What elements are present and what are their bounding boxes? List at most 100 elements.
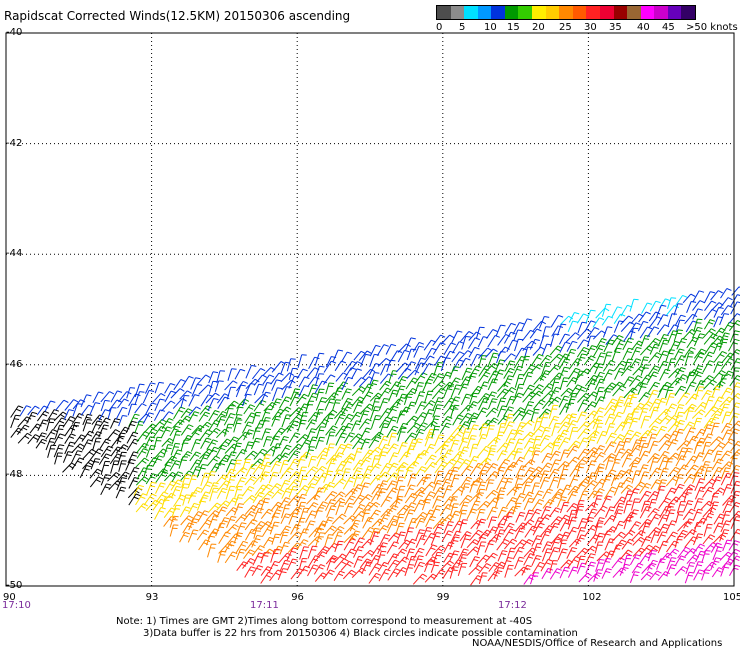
wind-barb xyxy=(503,406,515,417)
wind-barb xyxy=(135,493,148,506)
wind-barb xyxy=(268,560,280,573)
wind-barb xyxy=(667,297,677,309)
wind-barb xyxy=(413,547,425,559)
footnote-line-2: 3)Data buffer is 22 hrs from 20150306 4)… xyxy=(143,627,578,639)
wind-barb xyxy=(414,391,426,405)
wind-barb xyxy=(269,435,281,447)
credit-line: NOAA/NESDIS/Office of Research and Appli… xyxy=(472,638,723,649)
wind-barb xyxy=(252,552,264,566)
wind-barb xyxy=(414,466,427,477)
wind-barb xyxy=(36,410,50,422)
wind-barb xyxy=(602,388,612,400)
wind-barb xyxy=(531,499,545,512)
wind-barb xyxy=(62,416,76,428)
wind-barb xyxy=(657,334,669,347)
wind-barb xyxy=(729,402,740,416)
wind-barb xyxy=(434,434,445,447)
wind-barb xyxy=(710,492,720,506)
wind-barb xyxy=(98,424,109,438)
wind-barb xyxy=(649,570,662,581)
wind-barb xyxy=(116,432,126,445)
wind-barb xyxy=(405,401,417,414)
wind-barb xyxy=(208,410,220,422)
wind-barb xyxy=(565,348,577,361)
wind-barb xyxy=(396,531,406,543)
wind-barb xyxy=(478,393,491,404)
wind-barb xyxy=(235,477,247,489)
wind-barb xyxy=(170,479,183,491)
wind-barb xyxy=(253,473,267,486)
wind-barb xyxy=(233,532,243,544)
wind-barb xyxy=(316,447,330,459)
wind-barb xyxy=(134,420,145,433)
wind-barb xyxy=(206,510,220,521)
wind-barb xyxy=(448,377,461,389)
wind-barb xyxy=(405,377,419,390)
wind-barb xyxy=(164,383,176,394)
wind-barb xyxy=(116,477,127,491)
wind-barb xyxy=(207,398,219,412)
wind-barb xyxy=(261,428,272,441)
wind-barb xyxy=(719,338,729,351)
wind-barb xyxy=(404,466,414,480)
wind-barb xyxy=(712,533,727,544)
wind-barb xyxy=(720,357,735,370)
wind-barb xyxy=(387,568,401,581)
wind-barb xyxy=(531,535,543,547)
wind-barb xyxy=(196,464,208,478)
wind-barb xyxy=(638,392,651,403)
wind-barb xyxy=(539,370,551,381)
wind-barb xyxy=(647,365,660,376)
wind-barb xyxy=(603,486,617,500)
wind-barb xyxy=(601,557,612,570)
wind-barb xyxy=(487,398,498,410)
wind-barb xyxy=(260,471,270,483)
wind-barb xyxy=(603,339,615,353)
wind-barb xyxy=(90,458,101,470)
wind-barb xyxy=(622,337,634,351)
wind-barb xyxy=(135,476,149,486)
wind-barb xyxy=(413,345,424,358)
wind-barb xyxy=(524,509,535,521)
wind-barb xyxy=(567,320,578,333)
wind-barb xyxy=(449,566,459,579)
wind-barb xyxy=(207,427,221,438)
wind-barb xyxy=(180,515,194,526)
wind-barb xyxy=(565,398,576,413)
wind-barb xyxy=(529,338,540,350)
wind-barb xyxy=(125,420,137,434)
wind-barb xyxy=(673,303,683,316)
wind-barb xyxy=(459,494,473,506)
wind-barb xyxy=(234,368,246,380)
wind-barb xyxy=(443,541,455,553)
wind-barb xyxy=(235,431,250,443)
wind-barb xyxy=(135,457,149,468)
wind-barb xyxy=(333,491,346,501)
wind-barb xyxy=(574,480,588,493)
wind-barb xyxy=(514,493,526,505)
wind-barb xyxy=(665,502,676,514)
wind-barb xyxy=(332,478,347,489)
wind-barb xyxy=(577,448,590,459)
wind-barb xyxy=(566,340,578,352)
wind-barb xyxy=(341,457,354,471)
wind-barb xyxy=(531,482,541,494)
wind-barb xyxy=(637,450,650,464)
wind-barb xyxy=(313,465,327,476)
wind-barb xyxy=(272,443,282,457)
wind-barb xyxy=(541,452,553,464)
wind-barb xyxy=(351,484,363,496)
wind-barb xyxy=(693,561,704,574)
wind-barb xyxy=(225,485,236,500)
wind-barb xyxy=(693,569,705,581)
wind-barb xyxy=(251,534,262,548)
wind-barb xyxy=(389,398,404,410)
wind-barb xyxy=(236,380,248,392)
wind-barb xyxy=(412,438,424,450)
wind-barb xyxy=(701,550,711,563)
wind-barb xyxy=(269,483,282,493)
wind-barb xyxy=(380,363,391,376)
wind-barb xyxy=(214,380,224,392)
wind-barb xyxy=(611,306,623,318)
wind-barb xyxy=(702,360,715,373)
